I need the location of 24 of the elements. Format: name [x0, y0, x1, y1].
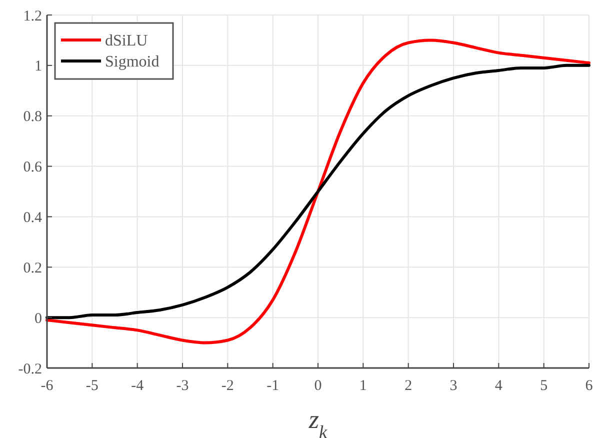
- legend-label: dSiLU: [105, 32, 148, 50]
- x-tick-label: 1: [359, 378, 367, 394]
- y-tick-label: 1.2: [23, 8, 42, 24]
- x-tick-label: -2: [221, 378, 234, 394]
- x-tick-label: 3: [450, 378, 458, 394]
- x-tick-label: -3: [176, 378, 189, 394]
- y-tick-label: -0.2: [18, 361, 42, 378]
- y-tick-label: 0.6: [23, 160, 42, 176]
- y-tick-label: 0.2: [23, 260, 42, 276]
- x-tick-label: -1: [266, 378, 280, 394]
- x-tick-label: 6: [585, 378, 593, 394]
- x-tick-label: 5: [540, 378, 548, 394]
- y-tick-label: 0.8: [23, 109, 42, 126]
- x-tick-label: 0: [314, 378, 322, 394]
- x-tick-label: 4: [494, 378, 503, 394]
- y-tick-label: 0: [34, 310, 42, 327]
- x-tick-label: -6: [40, 378, 54, 394]
- x-tick-label: -5: [86, 378, 98, 394]
- legend-label: Sigmoid: [105, 54, 160, 71]
- y-tick-label: 1: [34, 58, 42, 75]
- x-axis-title: z$_{k}$: [308, 405, 328, 438]
- x-tick-label: -4: [131, 378, 144, 394]
- x-tick-label: 2: [404, 378, 412, 394]
- y-tick-label: 0.4: [23, 210, 42, 226]
